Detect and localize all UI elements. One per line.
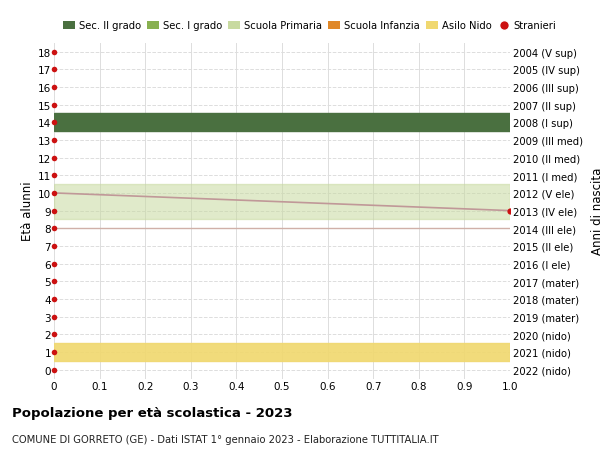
Legend: Sec. II grado, Sec. I grado, Scuola Primaria, Scuola Infanzia, Asilo Nido, Stran: Sec. II grado, Sec. I grado, Scuola Prim… — [59, 17, 560, 35]
Y-axis label: Anni di nascita: Anni di nascita — [591, 168, 600, 255]
Text: COMUNE DI GORRETO (GE) - Dati ISTAT 1° gennaio 2023 - Elaborazione TUTTITALIA.IT: COMUNE DI GORRETO (GE) - Dati ISTAT 1° g… — [12, 434, 439, 444]
Y-axis label: Età alunni: Età alunni — [21, 181, 34, 241]
Text: Popolazione per età scolastica - 2023: Popolazione per età scolastica - 2023 — [12, 406, 293, 419]
Bar — [54, 343, 510, 361]
Bar — [54, 185, 510, 220]
Bar — [54, 114, 510, 132]
